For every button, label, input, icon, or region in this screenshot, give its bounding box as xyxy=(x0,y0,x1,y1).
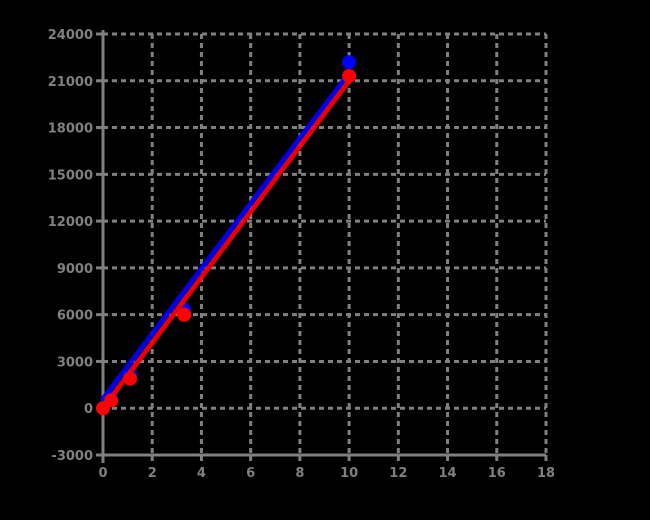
data-point-series-1 xyxy=(177,307,192,322)
series-layer xyxy=(96,55,357,416)
y-tick-label: 15000 xyxy=(48,168,93,183)
data-point-series-1 xyxy=(342,69,357,84)
x-tick-label: 10 xyxy=(340,466,358,481)
x-tick-label: 12 xyxy=(389,466,407,481)
x-tick-label: 8 xyxy=(295,466,304,481)
y-tick-label: 12000 xyxy=(48,215,93,230)
x-tick-label: 4 xyxy=(197,466,206,481)
axes xyxy=(96,30,548,463)
data-point-series-1 xyxy=(104,393,119,408)
x-tick-label: 0 xyxy=(98,466,107,481)
data-point-series-1 xyxy=(123,371,138,386)
x-tick-label: 6 xyxy=(246,466,255,481)
y-tick-label: -3000 xyxy=(51,449,93,464)
trend-line-series-0 xyxy=(100,70,352,402)
x-tick-label: 14 xyxy=(439,466,457,481)
y-tick-label: 21000 xyxy=(48,75,93,90)
y-tick-label: 0 xyxy=(84,402,93,417)
y-tick-label: 9000 xyxy=(57,262,93,277)
tick-labels: 0 2 4 6 8 10 12 14 16 18 -3000 0 3000 6000 9000 12000 15… xyxy=(48,28,555,481)
y-tick-label: 24000 xyxy=(48,28,93,43)
y-tick-label: 3000 xyxy=(57,355,93,370)
x-tick-label: 2 xyxy=(148,466,157,481)
y-tick-label: 6000 xyxy=(57,309,93,324)
data-point-series-0 xyxy=(342,55,357,70)
x-tick-label: 16 xyxy=(488,466,506,481)
grid xyxy=(103,32,548,455)
trend-line-series-1 xyxy=(100,78,352,411)
y-tick-label: 18000 xyxy=(48,122,93,137)
x-tick-label: 18 xyxy=(537,466,555,481)
